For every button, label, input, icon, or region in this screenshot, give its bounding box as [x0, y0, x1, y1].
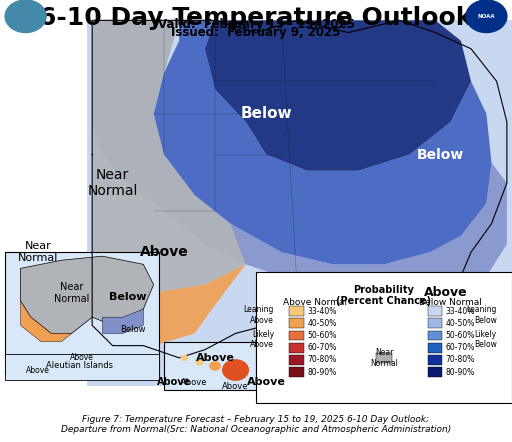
Text: 50-60%: 50-60%: [445, 331, 475, 340]
Polygon shape: [20, 256, 154, 333]
Text: Above: Above: [222, 382, 249, 391]
Text: 6-10 Day Temperature Outlook: 6-10 Day Temperature Outlook: [39, 6, 473, 30]
FancyBboxPatch shape: [164, 342, 256, 390]
Circle shape: [466, 0, 507, 33]
Polygon shape: [154, 20, 492, 264]
Text: Below: Below: [417, 148, 464, 161]
Text: Above: Above: [423, 286, 467, 299]
FancyBboxPatch shape: [5, 252, 159, 374]
Bar: [289, 318, 304, 328]
Bar: [428, 306, 442, 316]
Text: 40-50%: 40-50%: [307, 319, 336, 328]
Polygon shape: [92, 20, 507, 305]
Polygon shape: [410, 277, 471, 346]
FancyBboxPatch shape: [256, 272, 512, 403]
FancyBboxPatch shape: [87, 20, 512, 386]
Circle shape: [223, 360, 248, 380]
Bar: [428, 367, 442, 377]
Bar: [428, 318, 442, 328]
Polygon shape: [20, 301, 72, 342]
Text: Figure 7: Temperature Forecast – February 15 to 19, 2025 6-10 Day Outlook;
Depar: Figure 7: Temperature Forecast – Februar…: [61, 415, 451, 434]
Bar: [428, 355, 442, 365]
Polygon shape: [92, 20, 246, 293]
Text: 60-70%: 60-70%: [445, 343, 475, 352]
Polygon shape: [92, 252, 246, 346]
Text: 70-80%: 70-80%: [307, 355, 336, 364]
Text: Above: Above: [247, 377, 286, 387]
Text: NOAA: NOAA: [478, 14, 495, 19]
Text: Above: Above: [196, 353, 234, 363]
Text: Above: Above: [139, 245, 188, 259]
Text: Valid:  February 15 - 19, 2025: Valid: February 15 - 19, 2025: [158, 18, 354, 31]
Polygon shape: [205, 20, 471, 171]
Bar: [289, 343, 304, 353]
Text: Above: Above: [157, 377, 191, 387]
Circle shape: [210, 362, 220, 370]
Text: 80-90%: 80-90%: [445, 368, 475, 377]
Text: 60-70%: 60-70%: [307, 343, 336, 352]
Circle shape: [5, 0, 46, 33]
Text: Above: Above: [26, 366, 50, 374]
Text: Below: Below: [120, 325, 146, 334]
Text: Leaning
Above: Leaning Above: [244, 305, 274, 325]
Text: Leaning
Below: Leaning Below: [466, 305, 497, 325]
Text: Aleutian Islands: Aleutian Islands: [46, 362, 113, 370]
Text: Near
Normal: Near Normal: [88, 168, 138, 198]
Text: Near
Normal: Near Normal: [18, 241, 58, 263]
Text: Near
Normal: Near Normal: [54, 282, 90, 304]
Circle shape: [181, 355, 187, 360]
Bar: [289, 367, 304, 377]
Text: 80-90%: 80-90%: [307, 368, 336, 377]
Bar: [376, 353, 392, 363]
Polygon shape: [102, 309, 143, 333]
Text: 40-50%: 40-50%: [445, 319, 475, 328]
Bar: [289, 355, 304, 365]
Bar: [289, 306, 304, 316]
Text: Probability
(Percent Chance): Probability (Percent Chance): [336, 285, 432, 306]
Text: Below: Below: [241, 107, 292, 122]
Text: Above: Above: [70, 353, 94, 362]
Bar: [289, 331, 304, 340]
Text: Below: Below: [109, 292, 147, 302]
Text: Above Normal: Above Normal: [283, 298, 347, 308]
Bar: [428, 343, 442, 353]
Text: 70-80%: 70-80%: [445, 355, 475, 364]
FancyBboxPatch shape: [5, 354, 159, 380]
Text: Issued:  February 9, 2025: Issued: February 9, 2025: [172, 27, 340, 39]
Bar: [428, 331, 442, 340]
Text: 50-60%: 50-60%: [307, 331, 336, 340]
Text: 33-40%: 33-40%: [307, 307, 336, 316]
Text: Below Normal: Below Normal: [419, 298, 482, 308]
Circle shape: [196, 359, 203, 365]
Text: 33-40%: 33-40%: [445, 307, 475, 316]
Text: Likely
Below: Likely Below: [474, 330, 497, 349]
Text: Above: Above: [181, 378, 208, 387]
Text: Near
Normal: Near Normal: [370, 348, 398, 368]
Text: Likely
Above: Likely Above: [250, 330, 274, 349]
